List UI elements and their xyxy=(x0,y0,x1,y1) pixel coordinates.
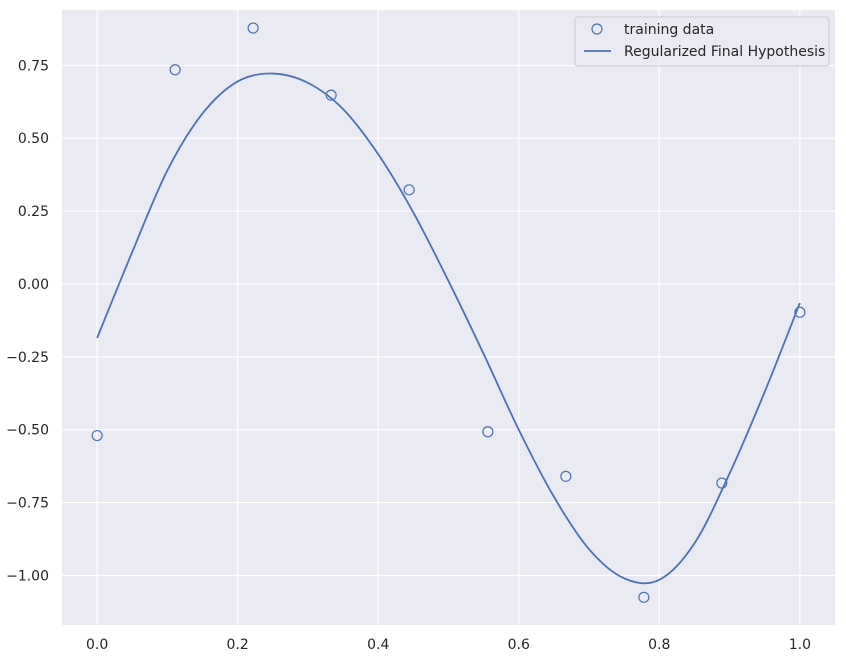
y-tick-label: −0.50 xyxy=(6,423,49,439)
training-data-point xyxy=(716,477,728,489)
y-tick-label: −0.75 xyxy=(6,496,49,512)
training-data-point xyxy=(247,22,259,34)
x-tick-label: 0.6 xyxy=(508,637,530,653)
y-tick-label: 0.00 xyxy=(18,277,49,293)
training-data-point xyxy=(560,470,572,482)
training-data-point xyxy=(794,306,806,318)
plot-area xyxy=(62,10,835,625)
x-tick-label: 0.4 xyxy=(367,637,389,653)
x-tick-label: 0.2 xyxy=(227,637,249,653)
training-data-point xyxy=(482,426,494,438)
legend-box xyxy=(574,16,830,67)
training-data-point xyxy=(169,64,181,76)
legend-label-training-data: training data xyxy=(624,22,714,38)
y-tick-label: 0.50 xyxy=(18,131,49,147)
series-layer xyxy=(91,22,806,603)
legend: training data Regularized Final Hypothes… xyxy=(574,16,830,67)
tick-labels: 0.0 0.2 0.4 0.6 0.8 1.0 −1.00 −0.75 −0.50 −0.25 0.… xyxy=(6,58,811,653)
training-data-point xyxy=(91,429,103,442)
y-tick-label: 0.75 xyxy=(18,58,49,74)
training-data-point xyxy=(403,184,415,196)
legend-label-regularized-final-hypothesis: Regularized Final Hypothesis xyxy=(624,44,825,60)
training-data-point xyxy=(638,591,650,603)
y-tick-label: −1.00 xyxy=(6,568,49,584)
x-tick-label: 0.8 xyxy=(648,637,670,653)
legend-marker-training-data xyxy=(591,23,603,35)
y-tick-label: −0.25 xyxy=(6,350,49,366)
y-tick-label: 0.25 xyxy=(18,204,49,220)
training-data-point xyxy=(325,89,337,101)
x-tick-label: 1.0 xyxy=(789,637,811,653)
x-tick-label: 0.0 xyxy=(86,637,108,653)
hypothesis-line xyxy=(96,72,801,585)
